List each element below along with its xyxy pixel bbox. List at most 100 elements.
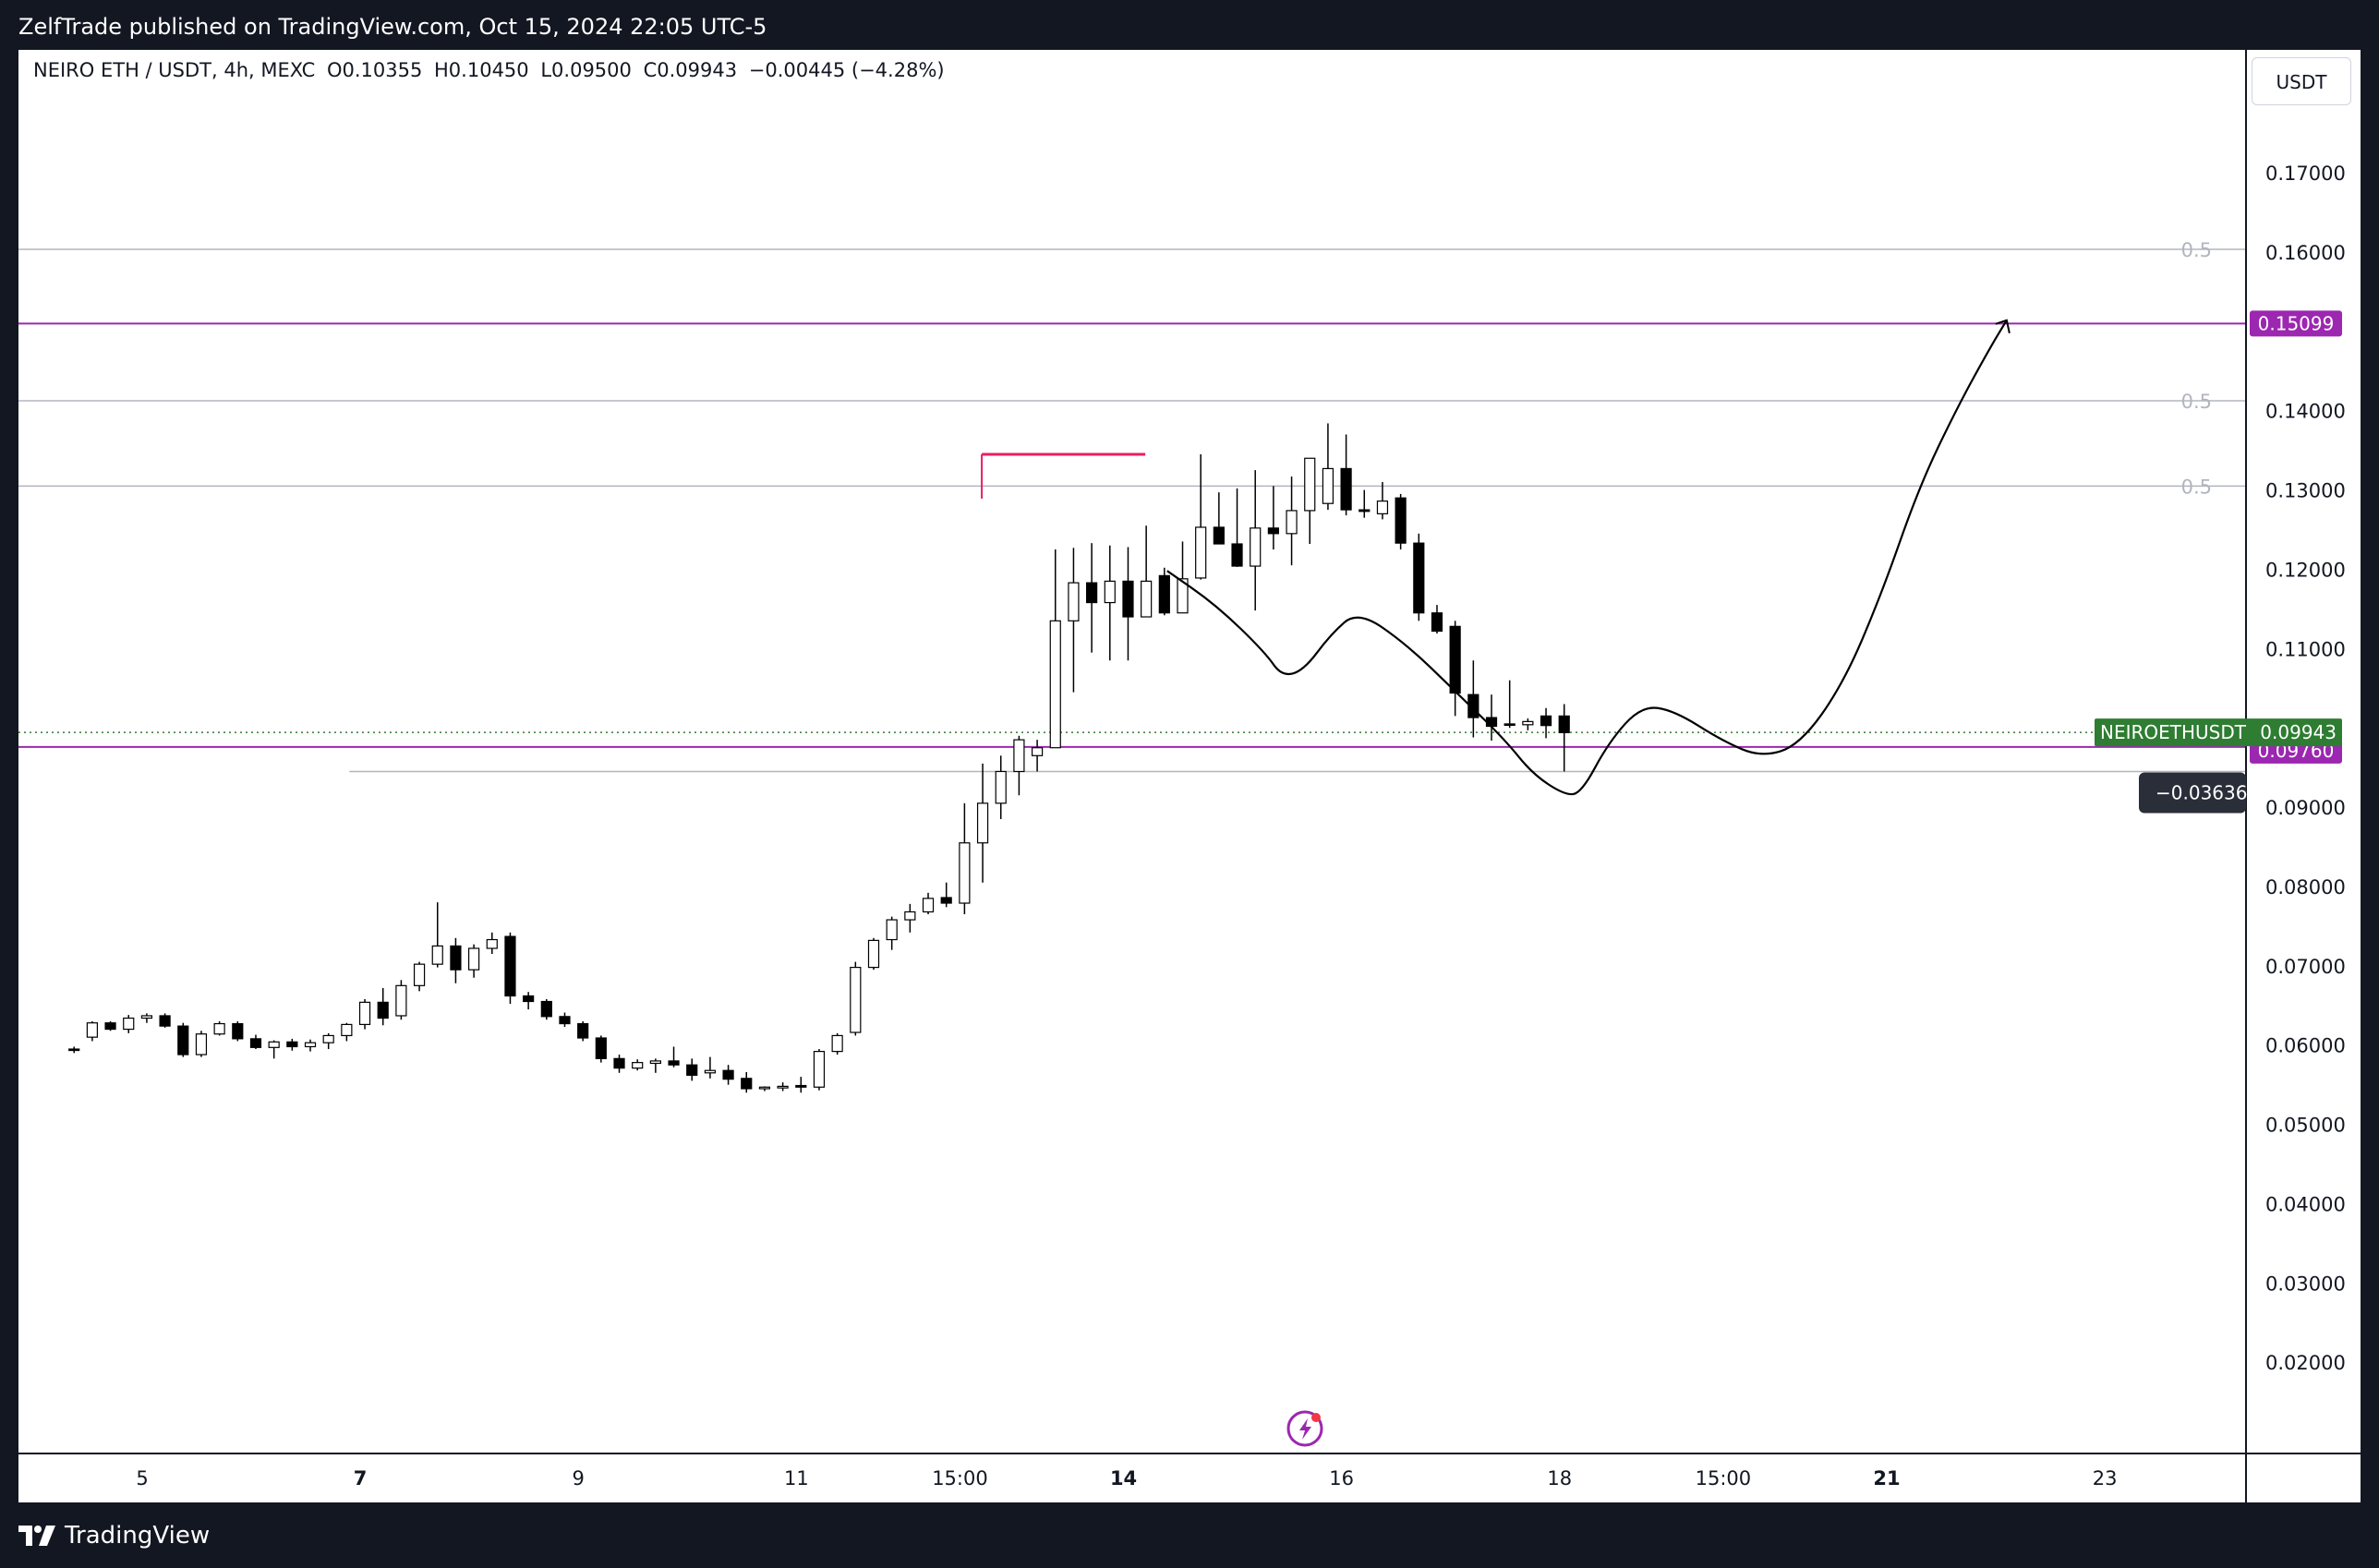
- candle: [795, 1077, 807, 1093]
- candle: [831, 1032, 843, 1055]
- candle-body: [468, 947, 480, 971]
- candle: [1322, 423, 1334, 511]
- candle: [1359, 489, 1371, 518]
- candle: [86, 1020, 98, 1042]
- candle: [1231, 488, 1243, 567]
- time-tick-label: 18: [1547, 1467, 1572, 1490]
- candle-body: [976, 802, 989, 844]
- candle: [813, 1049, 826, 1091]
- candle-body: [1231, 543, 1243, 567]
- candle-body: [504, 935, 516, 997]
- tradingview-logo-icon: [18, 1525, 55, 1546]
- close-value: C0.09943: [643, 59, 738, 81]
- time-tick-label: 23: [2093, 1467, 2118, 1490]
- candle-body: [123, 1017, 135, 1031]
- candle-body: [1340, 467, 1352, 511]
- candle-body: [1304, 457, 1316, 512]
- candle-body: [668, 1060, 680, 1066]
- chart-frame[interactable]: [18, 50, 2361, 1502]
- last-price-value: 0.09943: [2260, 721, 2337, 743]
- candle: [1304, 457, 1316, 545]
- candle: [1376, 482, 1389, 520]
- candle-body: [1068, 582, 1080, 621]
- candle: [1049, 549, 1061, 749]
- level-price-tag: [2250, 310, 2342, 337]
- candle-body: [758, 1086, 771, 1090]
- candle: [1522, 718, 1534, 730]
- candle-body: [431, 945, 443, 965]
- time-tick-label: 15:00: [1696, 1467, 1752, 1490]
- candle-body: [1195, 526, 1207, 579]
- price-tick-label: 0.05000: [2265, 1115, 2346, 1137]
- candle-body: [722, 1069, 734, 1080]
- candle: [140, 1013, 153, 1023]
- candle-body: [1522, 720, 1534, 726]
- price-tick-label: 0.14000: [2265, 401, 2346, 423]
- candle: [413, 961, 426, 992]
- candle: [540, 998, 552, 1020]
- candle-body: [995, 770, 1007, 804]
- candle: [1267, 486, 1279, 550]
- axes-layer: 0.180000.170000.160000.140000.130000.120…: [18, 50, 2361, 1502]
- currency-button[interactable]: USDT: [2252, 57, 2351, 105]
- level-price-text: 0.15099: [2258, 312, 2335, 334]
- candle-body: [286, 1041, 298, 1048]
- candle: [995, 755, 1007, 819]
- candle-body: [1449, 625, 1461, 694]
- candle: [867, 937, 880, 971]
- candle: [1485, 694, 1498, 741]
- candle: [1286, 476, 1298, 566]
- candle: [577, 1020, 589, 1042]
- candle: [613, 1055, 625, 1073]
- candles-layer: [68, 423, 1570, 1093]
- candle: [232, 1020, 244, 1042]
- candle-body: [1031, 747, 1044, 756]
- measure-tooltip: [2139, 772, 2246, 814]
- candle: [1467, 660, 1479, 738]
- candle-body: [1122, 580, 1134, 618]
- candle: [1068, 548, 1080, 693]
- candle-body: [1158, 574, 1170, 614]
- candle-body: [1250, 527, 1262, 567]
- candle: [249, 1034, 262, 1050]
- candle-body: [850, 966, 862, 1033]
- candle: [850, 961, 862, 1036]
- candle: [1558, 704, 1570, 772]
- candle-body: [104, 1022, 116, 1031]
- candle-body: [341, 1023, 353, 1037]
- tradingview-brand: TradingView: [65, 1521, 211, 1550]
- candle-body: [577, 1022, 589, 1039]
- candle: [286, 1038, 298, 1051]
- candle-body: [1359, 509, 1371, 513]
- replay-icon[interactable]: [1286, 1410, 1323, 1447]
- candle: [668, 1046, 680, 1067]
- publish-info: ZelfTrade published on TradingView.com, …: [18, 14, 767, 40]
- candle: [468, 944, 480, 978]
- candle: [159, 1013, 171, 1028]
- price-tick-label: 0.07000: [2265, 956, 2346, 978]
- candle-body: [1395, 497, 1407, 544]
- symbol-info[interactable]: NEIRO ETH / USDT, 4h, MEXC: [33, 59, 316, 81]
- time-tick-label: 11: [784, 1467, 809, 1490]
- candle: [1431, 605, 1443, 634]
- candle: [777, 1082, 789, 1092]
- candle: [1104, 545, 1116, 661]
- candle-body: [795, 1084, 807, 1088]
- candle-body: [1267, 527, 1279, 535]
- time-tick-label: 14: [1110, 1467, 1137, 1490]
- candle: [632, 1059, 644, 1071]
- candle: [1031, 740, 1044, 772]
- candle-body: [1376, 501, 1389, 514]
- candle-body: [268, 1041, 280, 1048]
- candle-body: [1467, 694, 1479, 718]
- measure-tooltip-text: −0.03636: [2156, 781, 2247, 803]
- candle: [304, 1039, 317, 1052]
- candle-body: [1558, 715, 1570, 733]
- tradingview-logo[interactable]: TradingView: [18, 1522, 210, 1550]
- candle-body: [159, 1015, 171, 1027]
- candle-body: [249, 1038, 262, 1048]
- candle-body: [68, 1048, 80, 1052]
- candle: [450, 937, 462, 983]
- price-tick-label: 0.11000: [2265, 638, 2346, 660]
